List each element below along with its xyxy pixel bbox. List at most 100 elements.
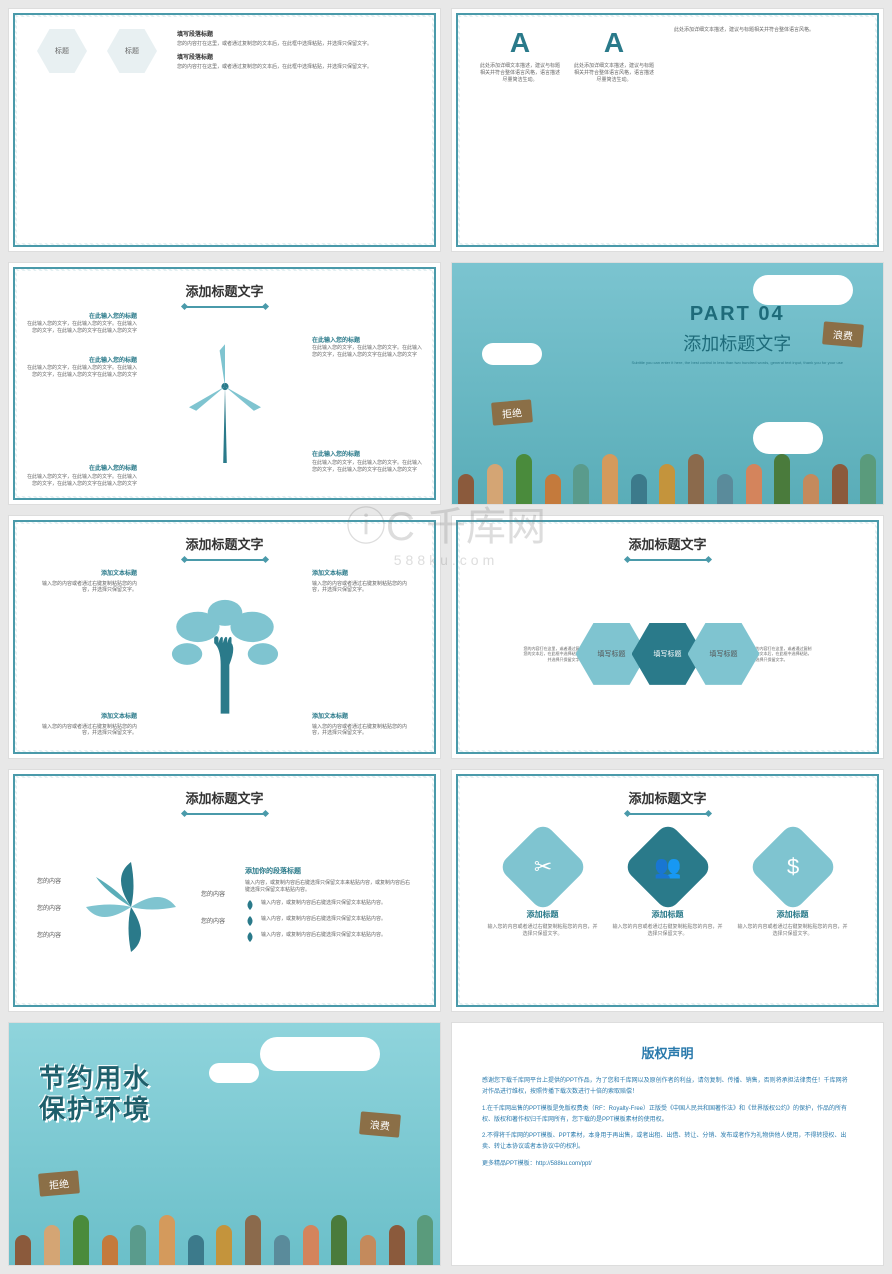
diamond-money: $ bbox=[747, 821, 838, 912]
hand-icon bbox=[860, 454, 876, 504]
quad-body: 输入您的内容或者通过右键复制粘贴您的内容，并选择只保留文字。 bbox=[37, 724, 137, 737]
pin-label: 您的内容 bbox=[37, 876, 61, 885]
callout-body: 在此输入您的文字，在此输入您的文字。在此输入您的文字，在此输入您的文字在此输入您… bbox=[27, 321, 137, 334]
hand-icon bbox=[274, 1235, 290, 1265]
right-body: 输入内容，或复制内容后右键选择只保留文本来粘贴内容，或复制内容后右键选择只保留文… bbox=[245, 880, 412, 894]
slide-7-pinwheel: 添加标题文字 您的内容 您的内容 您的内容 您的内容 您的内容 添加你的段落标题 bbox=[8, 769, 441, 1013]
callout-body: 在此输入您的文字，在此输入您的文字。在此输入您的文字，在此输入您的文字在此输入您… bbox=[27, 474, 137, 487]
hand-icon bbox=[659, 464, 675, 504]
col-title: 添加标题 bbox=[611, 909, 724, 920]
callout-title: 在此输入您的标题 bbox=[312, 452, 422, 460]
hands-row bbox=[452, 444, 883, 504]
cloud-icon bbox=[260, 1037, 380, 1071]
body-text: 此处添加详细文本描述，建议与标题相关并符合整体语言风格，语言描述尽量简洁生动。 bbox=[480, 63, 560, 84]
slide-8-diamonds: 添加标题文字 ✂ 添加标题 输入您的内容或者通过右键复制粘贴您的内容，并选择只保… bbox=[451, 769, 884, 1013]
letter-a: A bbox=[480, 27, 560, 59]
hand-icon bbox=[458, 474, 474, 504]
copyright-body: 感谢您下载千库网平台上提供的PPT作品，为了您和千库网以及原创作者的利益，请勿复… bbox=[482, 1076, 853, 1170]
leaf-text: 输入内容，或复制内容后右键选择只保留文本粘贴内容。 bbox=[261, 900, 386, 907]
part-title-block: PART 04 添加标题文字 Subtitle you can enter it… bbox=[632, 303, 843, 366]
quad-body: 输入您的内容或者通过右键复制粘贴您的内容，并选择只保留文字。 bbox=[37, 581, 137, 594]
hand-icon bbox=[303, 1225, 319, 1265]
hand-icon bbox=[774, 454, 790, 504]
people-icon: 👥 bbox=[654, 854, 681, 880]
hand-icon bbox=[717, 474, 733, 504]
title-underline bbox=[185, 813, 265, 815]
slide-title: 添加标题文字 bbox=[460, 524, 875, 557]
diamond-tools: ✂ bbox=[497, 821, 588, 912]
block-title: 填写段落标题 bbox=[177, 31, 412, 39]
slide-9-hero: 节约用水 保护环境 拒绝 浪费 bbox=[8, 1022, 441, 1266]
windmill-icon bbox=[180, 337, 270, 463]
col-body: 输入您的内容或者通过右键复制粘贴您的内容，并选择只保留文字。 bbox=[486, 924, 599, 938]
hand-icon bbox=[803, 474, 819, 504]
quad-body: 输入您的内容或者通过右键复制粘贴您的内容，并选择只保留文字。 bbox=[312, 581, 412, 594]
hand-icon bbox=[417, 1215, 433, 1265]
leaf-icon bbox=[245, 916, 255, 926]
hand-icon bbox=[487, 464, 503, 504]
diamond-people: 👥 bbox=[622, 821, 713, 912]
col-title: 添加标题 bbox=[736, 909, 849, 920]
body-text: 此处添加详细文本描述，建议与标题相关并符合整体语言风格。 bbox=[674, 27, 855, 34]
hands-row bbox=[9, 1205, 440, 1265]
title-underline bbox=[628, 559, 708, 561]
quad-title: 添加文本标题 bbox=[312, 714, 412, 722]
pinwheel-icon bbox=[81, 857, 181, 957]
col-title: 添加标题 bbox=[486, 909, 599, 920]
leaf-icon bbox=[245, 932, 255, 942]
pin-labels: 您的内容 您的内容 bbox=[201, 889, 225, 925]
sign-left: 拒绝 bbox=[491, 399, 533, 425]
block-title: 填写段落标题 bbox=[177, 54, 412, 62]
pin-labels: 您的内容 您的内容 您的内容 bbox=[37, 876, 61, 939]
hexagon: 标题 bbox=[107, 29, 157, 73]
pin-label: 您的内容 bbox=[201, 889, 225, 898]
money-icon: $ bbox=[786, 854, 798, 880]
hand-icon bbox=[573, 464, 589, 504]
callout-body: 在此输入您的文字，在此输入您的文字。在此输入您的文字，在此输入您的文字在此输入您… bbox=[312, 345, 422, 358]
slide-grid: 标题 标题 填写段落标题 您的内容打在这里，或者通过复制您的文本后，在此框中选择… bbox=[8, 8, 884, 1266]
copyright-title: 版权声明 bbox=[482, 1043, 853, 1062]
callout-body: 在此输入您的文字，在此输入您的文字。在此输入您的文字，在此输入您的文字在此输入您… bbox=[312, 460, 422, 473]
hand-icon bbox=[832, 464, 848, 504]
block-body: 您的内容打在这里，或者通过复制您的文本后，在此框中选择粘贴，并选择只保留文字。 bbox=[177, 41, 412, 48]
slide-3-windmill: 添加标题文字 在此输入您的标题在此输入您的文字，在此输入您的文字。在此输入您的文… bbox=[8, 262, 441, 506]
part-heading: 添加标题文字 bbox=[632, 330, 843, 356]
slide-4-section: PART 04 添加标题文字 Subtitle you can enter it… bbox=[451, 262, 884, 506]
leaf-text: 输入内容，或复制内容后右键选择只保留文本粘贴内容。 bbox=[261, 932, 386, 939]
hand-icon bbox=[746, 464, 762, 504]
right-title: 添加你的段落标题 bbox=[245, 867, 412, 877]
sign-left: 拒绝 bbox=[38, 1170, 80, 1196]
hero-line2: 保护环境 bbox=[39, 1094, 151, 1125]
copy-p4: 更多精品PPT模板：http://588ku.com/ppt/ bbox=[482, 1159, 853, 1170]
quad-title: 添加文本标题 bbox=[37, 571, 137, 579]
slide-title: 添加标题文字 bbox=[17, 778, 432, 811]
callout-title: 在此输入您的标题 bbox=[27, 466, 137, 474]
hand-icon bbox=[602, 454, 618, 504]
sign-right: 浪费 bbox=[822, 321, 864, 347]
hand-icon bbox=[130, 1225, 146, 1265]
hero-text: 节约用水 保护环境 bbox=[39, 1063, 151, 1125]
hand-icon bbox=[360, 1235, 376, 1265]
cloud-icon bbox=[482, 343, 542, 365]
hand-icon bbox=[688, 454, 704, 504]
leaf-icon bbox=[245, 900, 255, 910]
hand-icon bbox=[331, 1215, 347, 1265]
copy-p2: 1.在千库网出售的PPT模板是免版权费类（RF：Royalty-Free）正版受… bbox=[482, 1104, 853, 1126]
pin-label: 您的内容 bbox=[37, 903, 61, 912]
part-number: PART 04 bbox=[632, 303, 843, 326]
tree-hand-icon bbox=[160, 589, 290, 719]
pin-label: 您的内容 bbox=[201, 916, 225, 925]
hand-icon bbox=[245, 1215, 261, 1265]
slide-2: A 此处添加详细文本描述，建议与标题相关并符合整体语言风格，语言描述尽量简洁生动… bbox=[451, 8, 884, 252]
hand-icon bbox=[631, 474, 647, 504]
slide-title: 添加标题文字 bbox=[460, 778, 875, 811]
col-body: 输入您的内容或者通过右键复制粘贴您的内容，并选择只保留文字。 bbox=[611, 924, 724, 938]
hand-icon bbox=[389, 1225, 405, 1265]
copy-p1: 感谢您下载千库网平台上提供的PPT作品，为了您和千库网以及原创作者的利益，请勿复… bbox=[482, 1076, 853, 1098]
hand-icon bbox=[545, 474, 561, 504]
quad-title: 添加文本标题 bbox=[37, 714, 137, 722]
hand-icon bbox=[216, 1225, 232, 1265]
part-subtitle: Subtitle you can enter it here, the best… bbox=[632, 360, 843, 366]
copy-p3: 2.不得将千库网的PPT模板、PPT素材，本身用于再出售，或者出租、出借、转让、… bbox=[482, 1131, 853, 1153]
slide-1: 标题 标题 填写段落标题 您的内容打在这里，或者通过复制您的文本后，在此框中选择… bbox=[8, 8, 441, 252]
